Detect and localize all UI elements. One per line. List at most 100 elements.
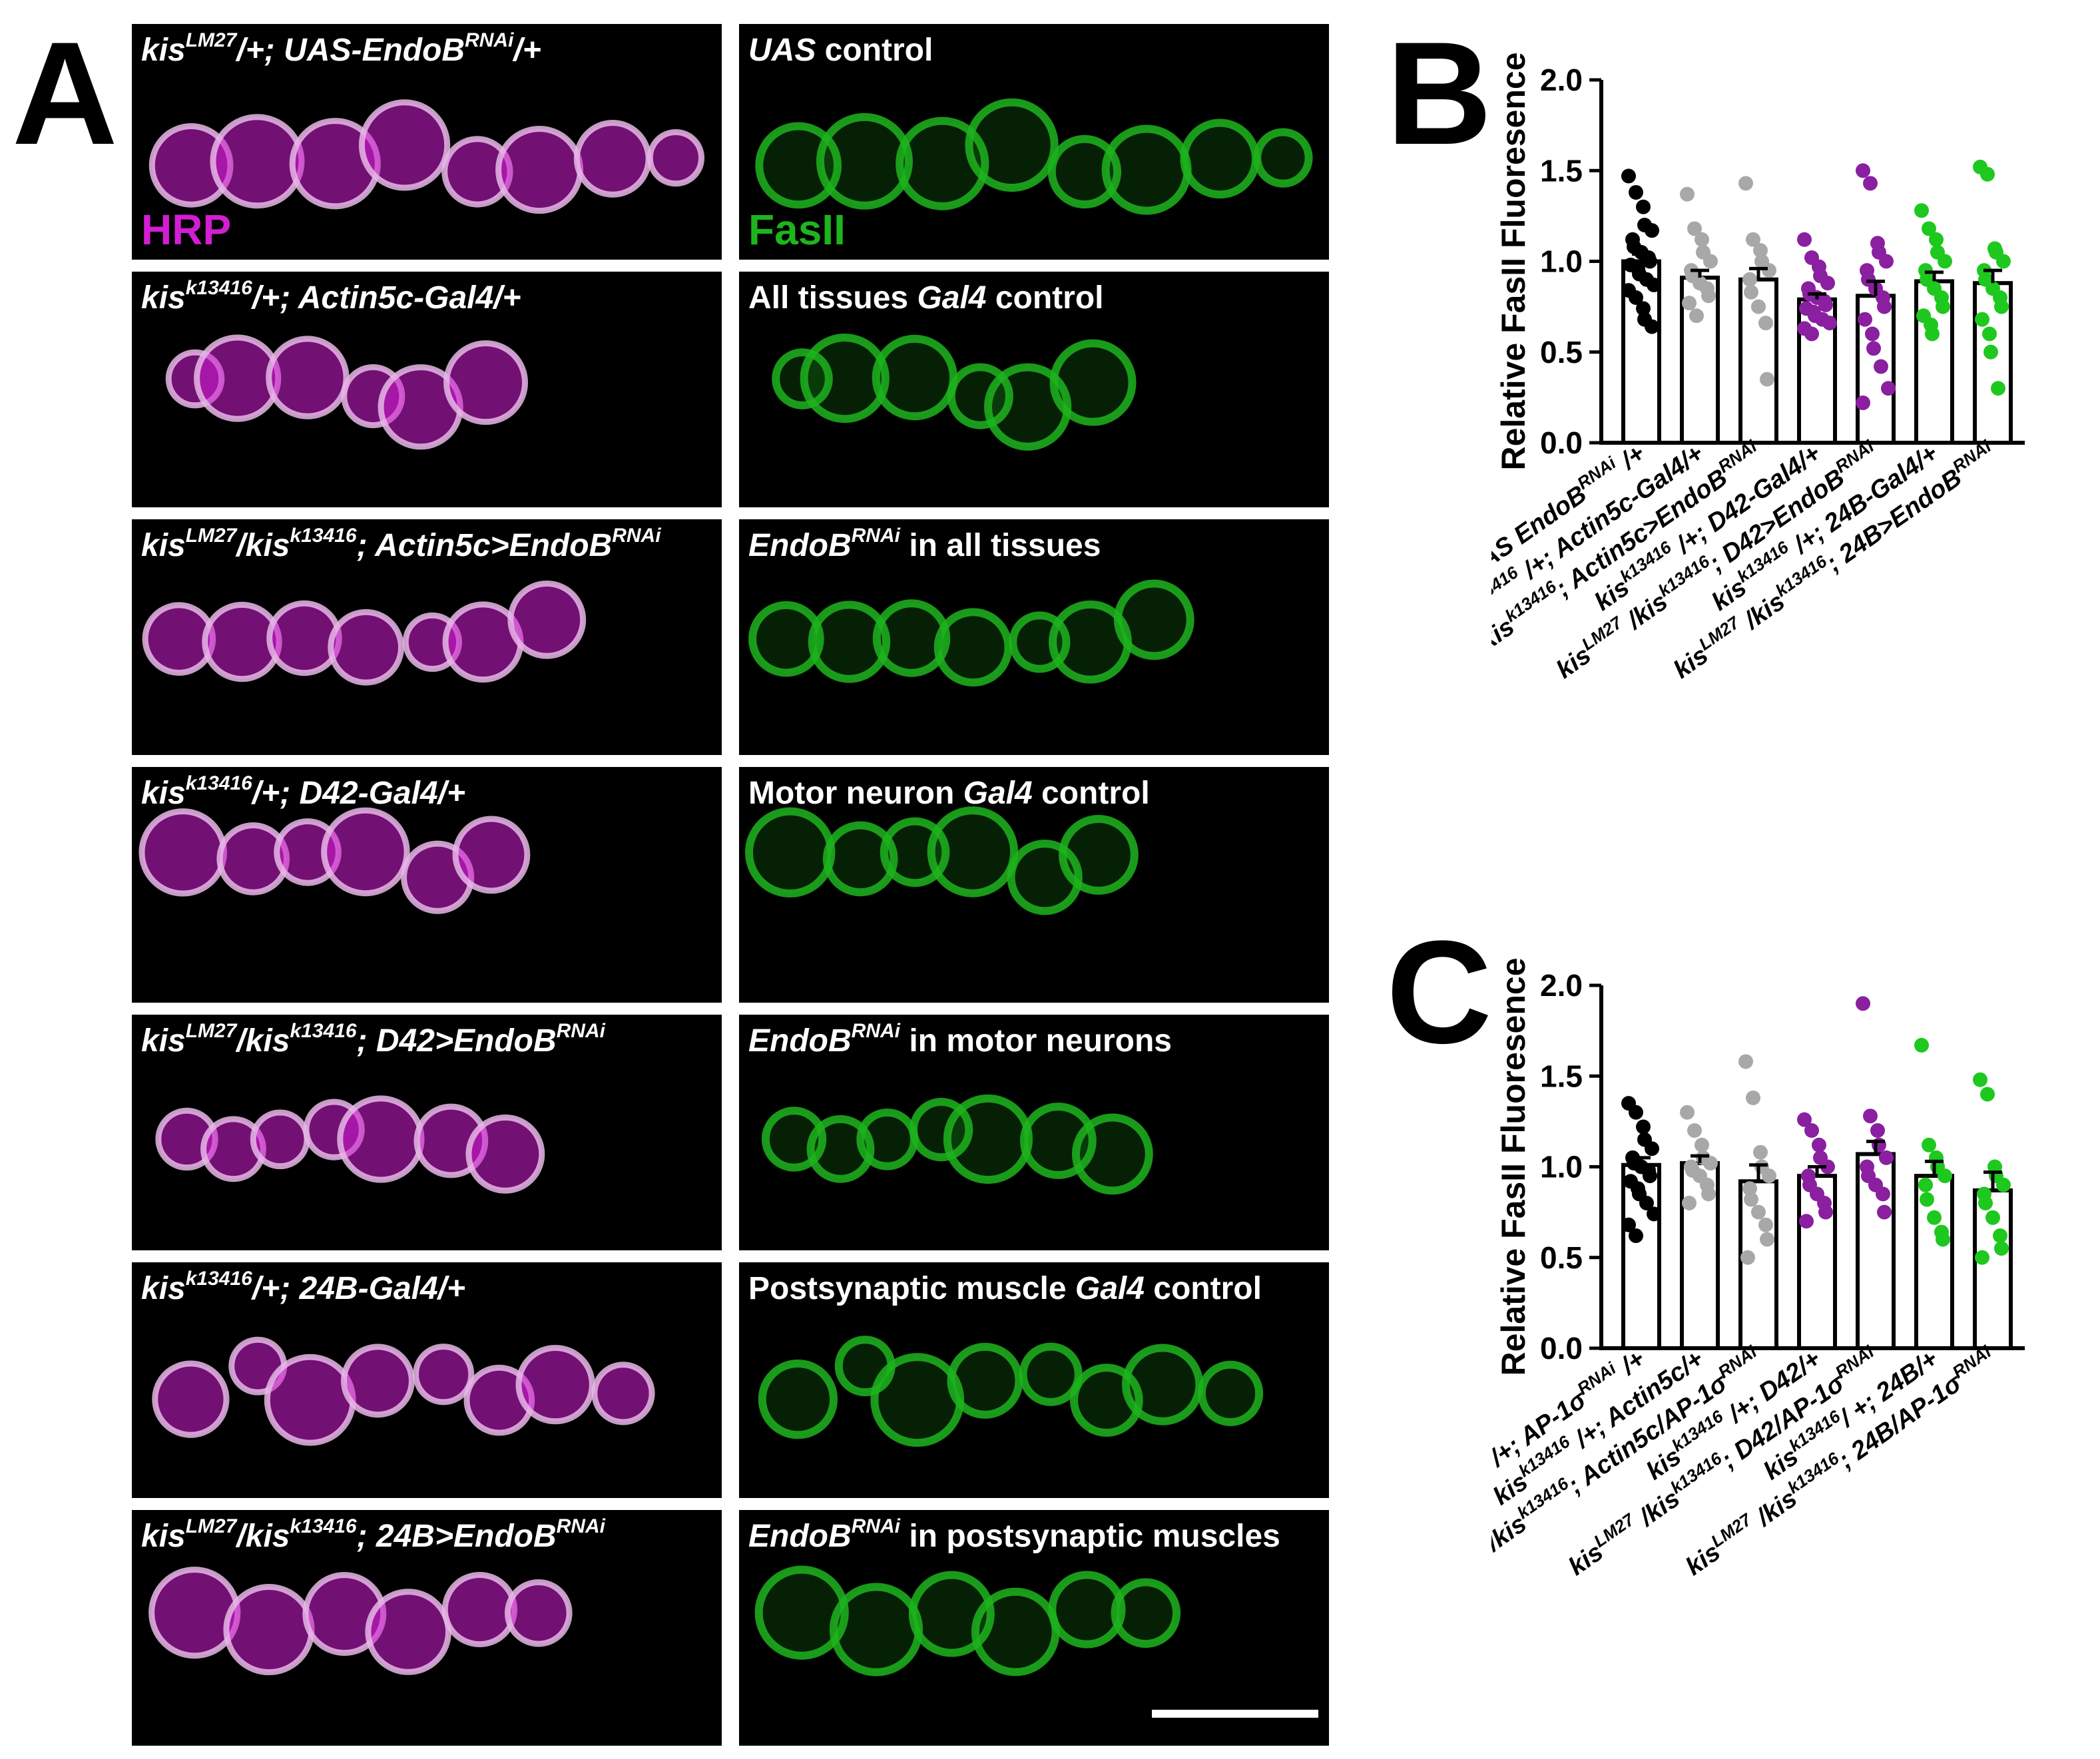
data-point xyxy=(1701,1186,1716,1202)
data-point xyxy=(1820,276,1835,291)
synaptic-boutons-image xyxy=(148,99,705,214)
data-point xyxy=(1695,232,1709,247)
data-point xyxy=(1881,381,1896,396)
synaptic-boutons-image xyxy=(754,1565,1181,1676)
micrograph-fasii: UAS control FasII xyxy=(739,24,1329,260)
y-tick-label: 1.0 xyxy=(1540,244,1583,279)
data-point xyxy=(1804,326,1819,342)
data-point xyxy=(1645,319,1659,334)
data-point xyxy=(1742,272,1757,287)
data-point xyxy=(1991,381,2005,396)
fasii-stain-label: FasII xyxy=(748,206,846,254)
data-point xyxy=(1687,1123,1702,1138)
y-tick-label: 1.5 xyxy=(1540,153,1583,188)
genotype-label: kisk13416/+; 24B-Gal4/+ xyxy=(141,1268,465,1306)
data-point xyxy=(1863,1109,1878,1124)
data-point xyxy=(1994,299,2009,314)
data-point xyxy=(1751,299,1766,314)
synaptic-boutons-image xyxy=(744,806,1139,915)
data-point xyxy=(1746,232,1760,247)
data-point xyxy=(1978,1196,1993,1210)
data-point xyxy=(1701,288,1716,304)
y-axis-label: Relative FasII Fluoresence xyxy=(1495,52,1532,470)
y-axis-label: Relative FasII Fluoresence xyxy=(1495,957,1532,1376)
micrograph-fasii: Postsynaptic muscle Gal4 control xyxy=(739,1262,1329,1498)
synaptic-boutons-image xyxy=(755,98,1313,215)
data-point xyxy=(1687,221,1702,236)
data-point xyxy=(1645,1141,1659,1156)
y-tick-label: 1.0 xyxy=(1540,1150,1583,1184)
data-point xyxy=(1996,254,2011,269)
data-point xyxy=(1858,312,1872,327)
data-point xyxy=(1983,344,1998,360)
micrograph-merge: kisLM27/kisk13416; Actin5c>EndoBRNAi xyxy=(132,519,722,755)
data-point xyxy=(1797,1112,1812,1127)
data-point xyxy=(1996,1177,2011,1192)
data-point xyxy=(1645,223,1659,238)
micrograph-merge: kisLM27/kisk13416; 24B>EndoBRNAi xyxy=(132,1510,722,1746)
synaptic-boutons-image xyxy=(165,334,529,450)
y-tick-label: 0.0 xyxy=(1540,425,1583,460)
condition-label: EndoBRNAi in all tissues xyxy=(748,525,1101,563)
scale-bar xyxy=(1152,1710,1318,1718)
data-point xyxy=(1879,1150,1894,1165)
data-point xyxy=(1877,1204,1892,1220)
data-point xyxy=(1856,996,1870,1011)
data-point xyxy=(1980,1087,1995,1102)
data-point xyxy=(1753,1144,1768,1160)
data-point xyxy=(1636,301,1651,316)
micrograph-fasii: All tissues Gal4 control xyxy=(739,272,1329,507)
data-point xyxy=(1938,1168,1952,1184)
data-point xyxy=(1621,168,1636,184)
data-point xyxy=(1918,1177,1933,1192)
data-point xyxy=(1762,263,1776,278)
data-point xyxy=(1818,1204,1833,1220)
data-point xyxy=(1922,1137,1936,1152)
data-point xyxy=(1938,254,1952,269)
micrograph-merge: kisLM27/kisk13416; D42>EndoBRNAi xyxy=(132,1015,722,1250)
data-point xyxy=(1994,1241,2009,1256)
micrograph-merge: kisk13416/+; 24B-Gal4/+ xyxy=(132,1262,722,1498)
data-point xyxy=(1760,1232,1774,1247)
data-point xyxy=(1682,296,1697,311)
data-point xyxy=(1812,1137,1826,1152)
micrograph-fasii: EndoBRNAi in postsynaptic muscles xyxy=(739,1510,1329,1746)
panel-letter-c: C xyxy=(1386,910,1492,1074)
data-point xyxy=(1993,1228,2007,1244)
synaptic-boutons-image xyxy=(152,1336,655,1446)
micrograph-merge: kisk13416/+; Actin5c-Gal4/+ xyxy=(132,272,722,507)
y-tick-label: 0.5 xyxy=(1540,1240,1583,1275)
condition-label: EndoBRNAi in motor neurons xyxy=(748,1020,1172,1059)
genotype-label: kisk13416/+; D42-Gal4/+ xyxy=(141,772,465,811)
data-point xyxy=(1818,297,1833,312)
data-point xyxy=(1643,1168,1657,1184)
data-point xyxy=(1865,326,1880,342)
data-point xyxy=(1929,232,1944,247)
panel-letter-b: B xyxy=(1386,11,1492,175)
data-point xyxy=(1738,1054,1753,1069)
data-point xyxy=(1820,1159,1835,1174)
genotype-label: kisLM27/+; UAS-EndoBRNAi/+ xyxy=(141,29,541,68)
data-point xyxy=(1762,1168,1776,1184)
data-point xyxy=(1822,316,1837,331)
data-point xyxy=(1636,1119,1651,1134)
condition-label: UAS control xyxy=(748,33,933,68)
synaptic-boutons-image xyxy=(138,807,531,914)
data-point xyxy=(1797,232,1812,247)
data-point xyxy=(1629,1228,1643,1244)
data-point xyxy=(1936,1232,1950,1247)
y-tick-label: 0.5 xyxy=(1540,335,1583,370)
data-point xyxy=(1985,1210,2000,1225)
micrograph-fasii: EndoBRNAi in motor neurons xyxy=(739,1015,1329,1250)
data-point xyxy=(1629,184,1643,200)
data-point xyxy=(1914,203,1929,218)
hrp-stain-label: HRP xyxy=(141,206,232,254)
data-point xyxy=(1982,326,1997,342)
synaptic-boutons-image xyxy=(142,581,587,686)
data-point xyxy=(1629,290,1643,305)
synaptic-boutons-image xyxy=(758,1336,1264,1447)
data-point xyxy=(1877,299,1892,314)
data-point xyxy=(1876,1186,1890,1202)
synaptic-boutons-image xyxy=(748,579,1194,687)
micrograph-merge: kisLM27/+; UAS-EndoBRNAi/+ HRP xyxy=(132,24,722,260)
